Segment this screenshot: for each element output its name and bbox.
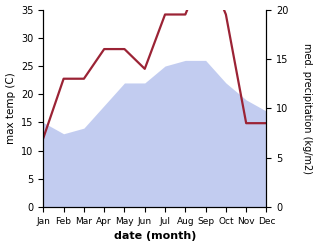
Y-axis label: med. precipitation (kg/m2): med. precipitation (kg/m2)	[302, 43, 313, 174]
X-axis label: date (month): date (month)	[114, 231, 196, 242]
Y-axis label: max temp (C): max temp (C)	[5, 72, 16, 144]
